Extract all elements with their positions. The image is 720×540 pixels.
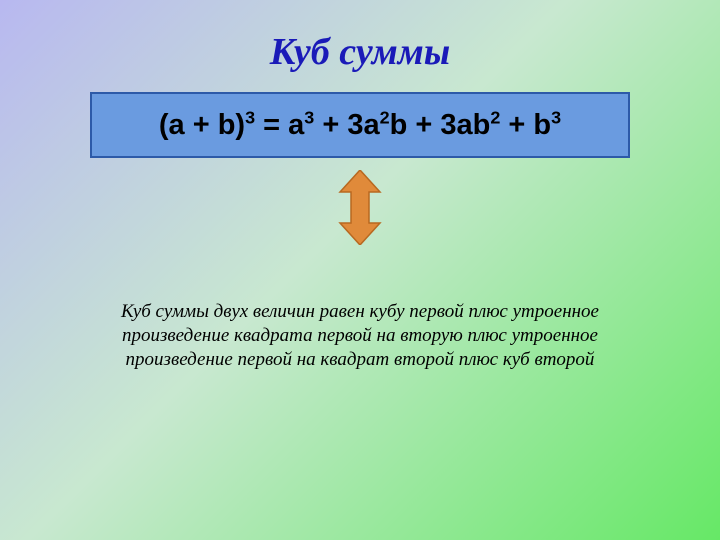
description-text: Куб суммы двух величин равен кубу первой…: [80, 300, 640, 371]
formula-exp: 3: [304, 107, 314, 127]
slide: Куб суммы (a + b)3 = a3 + 3a2b + 3ab2 + …: [0, 0, 720, 540]
formula-exp: 3: [245, 107, 255, 127]
formula-exp: 3: [551, 107, 561, 127]
arrow-path: [340, 170, 380, 245]
formula-box: (a + b)3 = a3 + 3a2b + 3ab2 + b3: [90, 92, 630, 158]
formula-exp: 2: [380, 107, 390, 127]
formula-part: (a + b): [159, 109, 245, 141]
formula-part: = a: [255, 109, 304, 141]
arrow-container: [0, 170, 720, 245]
formula-exp: 2: [490, 107, 500, 127]
slide-title: Куб суммы: [0, 0, 720, 92]
formula-text: (a + b)3 = a3 + 3a2b + 3ab2 + b3: [159, 109, 561, 142]
formula-part: + 3a: [314, 109, 379, 141]
double-arrow-icon: [335, 170, 385, 245]
formula-part: + b: [500, 109, 551, 141]
formula-part: b + 3ab: [390, 109, 491, 141]
